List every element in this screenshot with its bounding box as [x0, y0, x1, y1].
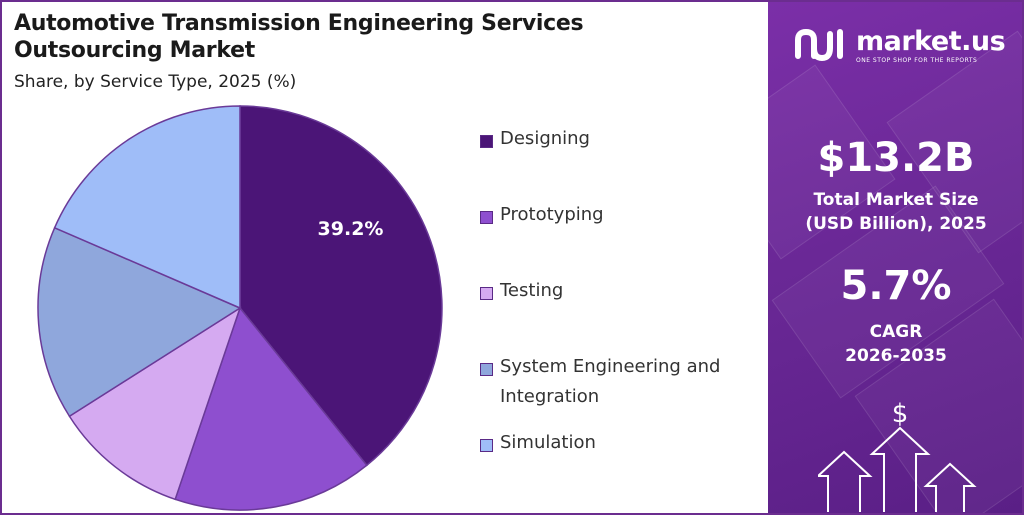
legend-label: Testing	[500, 280, 564, 301]
legend-item: System Engineering and Integration	[480, 356, 760, 412]
stats-panel: market.us ONE STOP SHOP FOR THE REPORTS …	[768, 2, 1022, 513]
pie-data-label: 39.2%	[318, 218, 384, 240]
legend-label: Simulation	[500, 432, 596, 453]
pie-slice-designing	[239, 105, 443, 467]
dollar-icon: $	[892, 399, 909, 429]
legend-swatch	[480, 135, 493, 148]
brand-tagline: ONE STOP SHOP FOR THE REPORTS	[856, 57, 978, 64]
market-size-label-line2: (USD Billion), 2025	[805, 214, 987, 234]
cagr-period: 2026-2035	[845, 346, 947, 366]
pie-slice-testing	[68, 306, 242, 501]
legend-swatch	[480, 363, 493, 376]
legend-label: Designing	[500, 128, 590, 149]
market-size-label-line1: Total Market Size	[813, 190, 979, 210]
legend-item: Simulation	[480, 432, 596, 458]
pie-slice-system-engineering-and-integration	[37, 226, 242, 418]
market-us-logo-icon	[795, 28, 843, 62]
market-size-value: $13.2B	[817, 135, 975, 181]
legend-label: Prototyping	[500, 204, 604, 225]
pie-slice-simulation	[53, 105, 241, 310]
brand-logo: market.us ONE STOP SHOP FOR THE REPORTS	[794, 26, 1006, 66]
legend-label: System Engineering and Integration	[500, 356, 721, 407]
chart-title: Automotive Transmission Engineering Serv…	[14, 11, 584, 63]
chart-area: Automotive Transmission Engineering Serv…	[2, 2, 768, 513]
cagr-value: 5.7%	[840, 263, 952, 309]
growth-arrows-icon: $	[818, 399, 977, 512]
brand-name: market.us	[856, 26, 1006, 57]
legend-item: Prototyping	[480, 204, 604, 230]
pie-chart: 39.2%	[37, 105, 443, 511]
legend-swatch	[480, 211, 493, 224]
legend-item: Testing	[480, 280, 563, 306]
cagr-label: CAGR	[869, 322, 923, 342]
legend-swatch	[480, 287, 493, 300]
legend-swatch	[480, 439, 493, 452]
chart-subtitle: Share, by Service Type, 2025 (%)	[14, 72, 297, 92]
legend-item: Designing	[480, 128, 590, 154]
